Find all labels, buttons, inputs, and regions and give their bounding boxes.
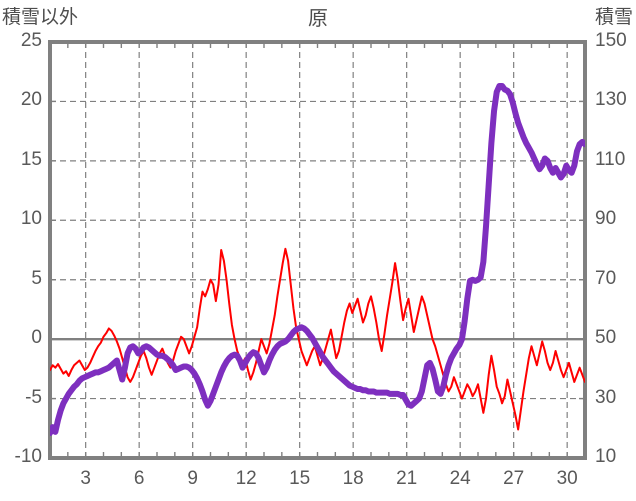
chart-title: 原 [308, 8, 328, 30]
series-line-snow-depth [50, 82, 585, 437]
x-tick-label: 24 [449, 468, 471, 489]
x-tick-label: 15 [289, 468, 311, 489]
left-tick-label: -10 [14, 446, 42, 467]
left-tick-label: -5 [25, 386, 42, 408]
right-tick-label: 70 [595, 267, 617, 289]
left-tick-label: 10 [20, 208, 42, 230]
axis-tick-marks [49, 41, 586, 459]
left-tick-label: 5 [31, 267, 42, 289]
right-tick-label: 30 [595, 386, 617, 408]
x-tick-label: 3 [80, 468, 91, 489]
x-tick-label: 12 [235, 468, 257, 489]
x-tick-label: 30 [556, 468, 578, 489]
right-axis-title: 積雪 [594, 7, 633, 28]
right-tick-label: 50 [595, 327, 617, 349]
left-tick-label: 20 [20, 89, 42, 111]
data-series [50, 82, 585, 437]
x-tick-label: 21 [396, 468, 418, 489]
right-tick-label: 90 [595, 208, 617, 230]
right-tick-label: 150 [595, 30, 627, 51]
right-tick-label: 130 [595, 89, 627, 111]
left-axis-title: 積雪以外 [2, 7, 79, 28]
left-tick-label: 25 [20, 30, 42, 51]
x-tick-label: 6 [133, 468, 145, 489]
x-tick-label: 27 [503, 468, 525, 489]
right-tick-label: 10 [595, 446, 617, 467]
left-tick-label: 15 [20, 148, 42, 170]
left-tick-label: 0 [31, 327, 42, 349]
x-tick-label: 18 [342, 468, 364, 489]
series-line-temperature [50, 247, 585, 431]
x-tick-label: 9 [187, 468, 198, 489]
right-tick-label: 110 [595, 148, 626, 170]
